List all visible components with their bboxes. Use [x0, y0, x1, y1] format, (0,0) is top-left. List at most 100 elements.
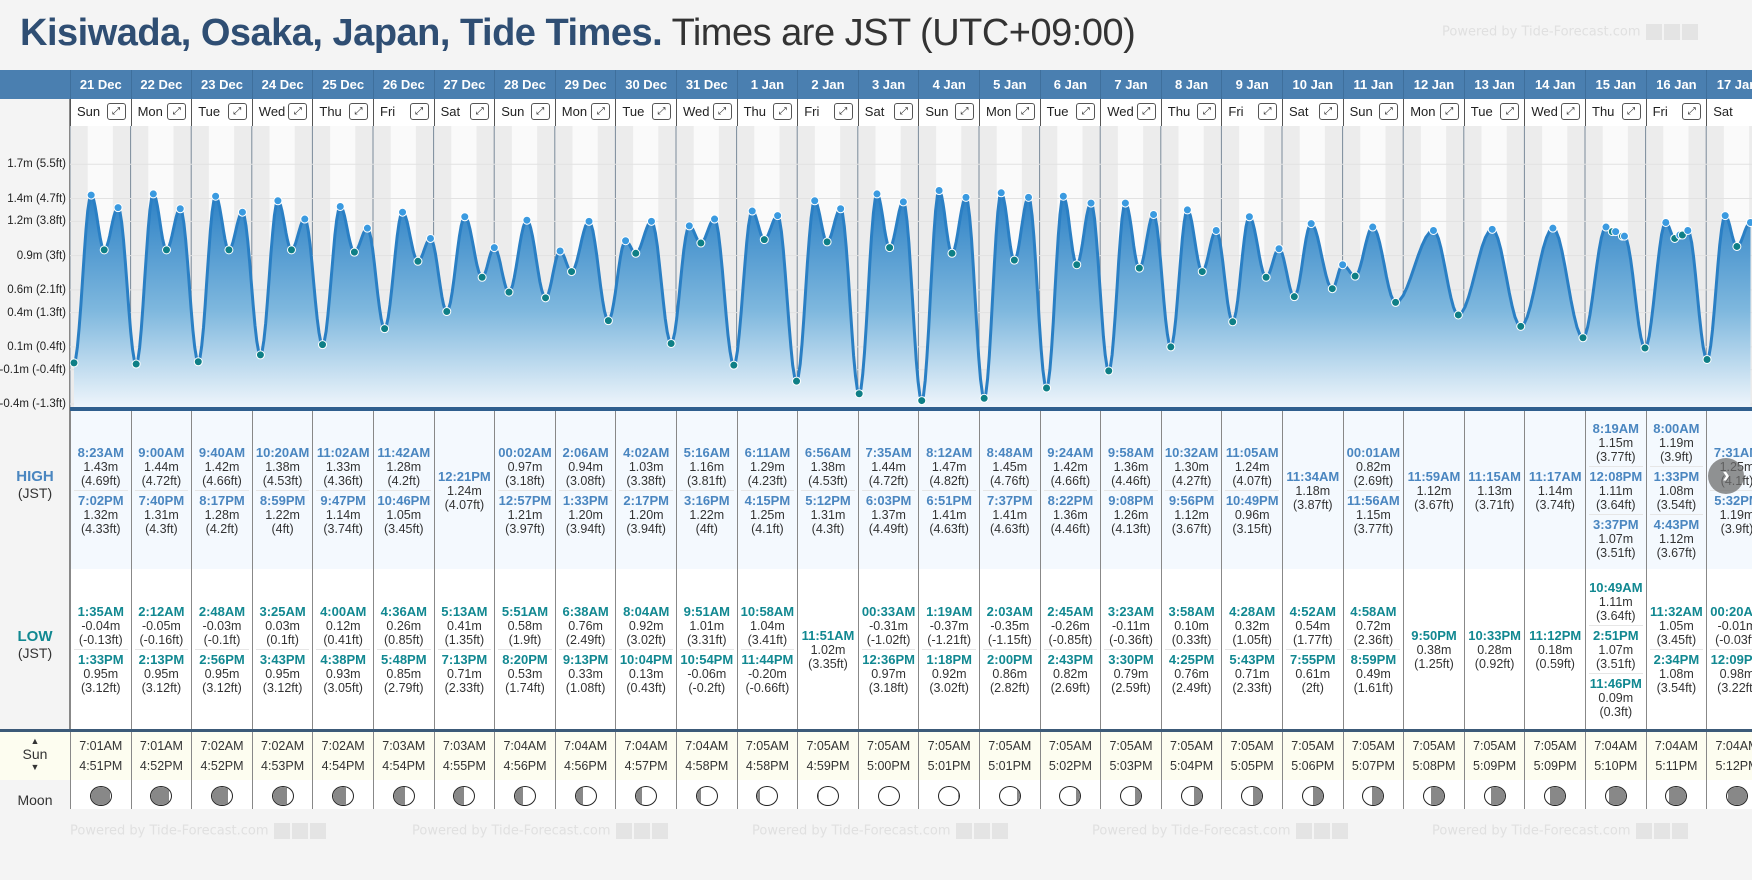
low-tide-point[interactable] — [1104, 366, 1114, 376]
high-tide-point[interactable] — [300, 214, 310, 224]
low-tide-point[interactable] — [318, 340, 327, 350]
low-tide-point[interactable] — [1453, 310, 1463, 320]
low-tide-point[interactable] — [286, 245, 296, 255]
expand-day-icon[interactable]: ⤢ — [227, 103, 247, 120]
high-tide-point[interactable] — [747, 206, 757, 216]
low-tide-point[interactable] — [1350, 271, 1360, 281]
high-tide-point[interactable] — [961, 192, 971, 202]
expand-day-icon[interactable]: ⤢ — [167, 103, 187, 120]
expand-day-icon[interactable]: ⤢ — [651, 103, 671, 120]
low-tide-point[interactable] — [603, 316, 613, 326]
low-tide-point[interactable] — [885, 243, 895, 253]
high-tide-point[interactable] — [148, 189, 158, 199]
expand-day-icon[interactable]: ⤢ — [1682, 103, 1702, 120]
low-tide-point[interactable] — [99, 245, 109, 255]
high-tide-point[interactable] — [1368, 222, 1378, 232]
low-tide-point[interactable] — [759, 235, 769, 245]
high-tide-point[interactable] — [621, 236, 631, 246]
expand-day-icon[interactable]: ⤢ — [833, 103, 853, 120]
high-tide-point[interactable] — [1274, 244, 1284, 254]
low-tide-point[interactable] — [541, 293, 551, 303]
low-tide-point[interactable] — [1732, 241, 1742, 251]
high-tide-point[interactable] — [1661, 217, 1671, 227]
powered-by-footer-2[interactable]: Powered by Tide-Forecast.com — [412, 823, 670, 839]
expand-day-icon[interactable]: ⤢ — [409, 103, 429, 120]
low-tide-point[interactable] — [131, 359, 141, 369]
low-tide-point[interactable] — [631, 248, 641, 258]
expand-day-icon[interactable]: ⤢ — [470, 103, 490, 120]
expand-day-icon[interactable]: ⤢ — [1621, 103, 1641, 120]
expand-day-icon[interactable]: ⤢ — [530, 103, 550, 120]
expand-day-icon[interactable]: ⤢ — [1197, 103, 1217, 120]
expand-day-icon[interactable]: ⤢ — [894, 103, 914, 120]
low-tide-point[interactable] — [1516, 321, 1526, 331]
high-tide-point[interactable] — [1548, 223, 1558, 233]
expand-day-icon[interactable]: ⤢ — [773, 103, 793, 120]
low-tide-point[interactable] — [413, 256, 423, 266]
high-tide-point[interactable] — [1683, 225, 1693, 235]
low-tide-point[interactable] — [1578, 333, 1588, 343]
powered-by-header[interactable]: Powered by Tide-Forecast.com — [1442, 24, 1700, 40]
high-tide-point[interactable] — [555, 246, 565, 256]
low-tide-point[interactable] — [729, 360, 739, 370]
expand-day-icon[interactable]: ⤢ — [1439, 103, 1459, 120]
high-tide-point[interactable] — [211, 191, 221, 201]
low-tide-point[interactable] — [504, 287, 514, 297]
low-tide-point[interactable] — [477, 272, 487, 282]
high-tide-point[interactable] — [996, 188, 1006, 198]
low-tide-point[interactable] — [69, 358, 79, 368]
low-tide-point[interactable] — [947, 248, 957, 258]
high-tide-point[interactable] — [1619, 231, 1629, 241]
low-tide-point[interactable] — [1640, 343, 1650, 353]
powered-by-footer-4[interactable]: Powered by Tide-Forecast.com — [1092, 823, 1350, 839]
high-tide-point[interactable] — [335, 201, 345, 211]
low-tide-point[interactable] — [1042, 383, 1052, 393]
high-tide-point[interactable] — [1120, 198, 1130, 208]
high-tide-point[interactable] — [425, 233, 435, 243]
high-tide-point[interactable] — [1086, 198, 1096, 208]
high-tide-point[interactable] — [773, 211, 783, 221]
high-tide-point[interactable] — [872, 189, 882, 199]
low-tide-point[interactable] — [1166, 342, 1176, 352]
high-tide-point[interactable] — [489, 243, 499, 253]
powered-by-footer-5[interactable]: Powered by Tide-Forecast.com — [1432, 823, 1690, 839]
high-tide-point[interactable] — [1182, 205, 1192, 215]
high-tide-point[interactable] — [362, 223, 372, 233]
low-tide-point[interactable] — [349, 247, 359, 257]
expand-day-icon[interactable]: ⤢ — [1560, 103, 1580, 120]
expand-day-icon[interactable]: ⤢ — [1500, 103, 1520, 120]
low-tide-point[interactable] — [1072, 260, 1082, 270]
high-tide-point[interactable] — [1244, 212, 1254, 222]
high-tide-point[interactable] — [175, 204, 185, 214]
high-tide-point[interactable] — [1601, 222, 1611, 232]
low-tide-point[interactable] — [193, 357, 203, 367]
powered-by-footer-3[interactable]: Powered by Tide-Forecast.com — [752, 823, 1010, 839]
high-tide-point[interactable] — [836, 204, 846, 214]
expand-day-icon[interactable]: ⤢ — [712, 103, 732, 120]
high-tide-point[interactable] — [1611, 227, 1621, 237]
high-tide-point[interactable] — [1149, 209, 1159, 219]
low-tide-point[interactable] — [567, 267, 577, 277]
high-tide-point[interactable] — [1024, 192, 1034, 202]
high-tide-point[interactable] — [898, 197, 908, 207]
high-tide-point[interactable] — [684, 221, 694, 231]
low-tide-point[interactable] — [1228, 317, 1238, 327]
low-tide-point[interactable] — [1391, 297, 1401, 307]
powered-by-footer-1[interactable]: Powered by Tide-Forecast.com — [70, 823, 328, 839]
low-tide-point[interactable] — [1261, 272, 1271, 282]
low-tide-point[interactable] — [224, 245, 234, 255]
high-tide-point[interactable] — [522, 215, 532, 225]
high-tide-point[interactable] — [1306, 219, 1316, 229]
expand-day-icon[interactable]: ⤢ — [1318, 103, 1338, 120]
low-tide-point[interactable] — [917, 396, 927, 406]
low-tide-point[interactable] — [380, 324, 390, 334]
expand-day-icon[interactable]: ⤢ — [1076, 103, 1096, 120]
low-tide-point[interactable] — [1197, 267, 1207, 277]
high-tide-point[interactable] — [1338, 260, 1348, 270]
high-tide-point[interactable] — [398, 207, 408, 217]
low-tide-point[interactable] — [161, 245, 171, 255]
low-tide-point[interactable] — [696, 238, 706, 248]
high-tide-point[interactable] — [1745, 217, 1752, 227]
high-tide-point[interactable] — [273, 196, 283, 206]
expand-day-icon[interactable]: ⤢ — [1015, 103, 1035, 120]
